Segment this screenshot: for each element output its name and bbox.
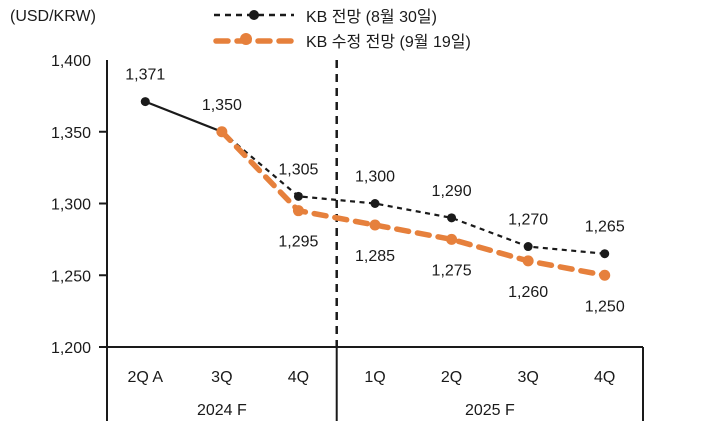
series-kb-forecast-actual-segment bbox=[144, 100, 223, 133]
series-kb-revised-forecast-point bbox=[369, 219, 381, 231]
data-label-kb-revised: 1,285 bbox=[355, 248, 395, 265]
series-kb-forecast-point bbox=[293, 191, 303, 201]
series-kb-forecast-point bbox=[370, 199, 380, 208]
legend-item: KB 수정 전망 (9월 19일) bbox=[212, 29, 471, 51]
x-axis-category-label: 2Q bbox=[441, 369, 462, 386]
x-axis-category-label: 4Q bbox=[594, 369, 615, 386]
data-label-kb-revised: 1,260 bbox=[508, 284, 548, 301]
series-kb-revised-forecast-point bbox=[292, 205, 304, 217]
y-axis-tick-label: 1,350 bbox=[51, 125, 91, 142]
series-kb-revised-forecast-point bbox=[522, 255, 534, 267]
series-kb-forecast-point bbox=[523, 242, 533, 252]
data-label-kb-revised: 1,250 bbox=[585, 298, 625, 315]
y-axis-tick-label: 1,200 bbox=[51, 340, 91, 357]
series-kb-revised-forecast-point bbox=[446, 233, 458, 245]
series-kb-revised-forecast-point bbox=[216, 126, 228, 138]
series-kb-forecast-point bbox=[140, 97, 150, 107]
x-axis-category-label: 2Q A bbox=[127, 369, 163, 386]
data-label-kb-forecast: 1,305 bbox=[278, 161, 318, 178]
series-kb-forecast-point bbox=[447, 213, 457, 223]
series-kb-revised-forecast-line bbox=[219, 129, 608, 278]
y-axis-tick-label: 1,250 bbox=[51, 268, 91, 285]
chart-title: (USD/KRW) bbox=[10, 8, 96, 25]
x-axis-group-label: 2025 F bbox=[465, 402, 515, 419]
legend-swatch-kb-forecast bbox=[214, 10, 294, 20]
x-axis-category-label: 3Q bbox=[517, 369, 538, 386]
legend-swatch-kb-revised-forecast bbox=[213, 33, 295, 45]
y-axis-tick-label: 1,300 bbox=[51, 197, 91, 214]
data-label-kb-revised: 1,275 bbox=[432, 262, 472, 279]
series-kb-revised-forecast-point bbox=[599, 269, 611, 281]
legend-label: KB 수정 전망 (9월 19일) bbox=[306, 34, 471, 51]
legend-label: KB 전망 (8월 30일) bbox=[306, 9, 437, 26]
x-axis-category-label: 3Q bbox=[211, 369, 232, 386]
data-label-kb-forecast: 1,290 bbox=[432, 183, 472, 200]
data-label-kb-revised: 1,295 bbox=[278, 234, 318, 251]
data-label-kb-forecast: 1,265 bbox=[585, 219, 625, 236]
x-axis-category-label: 4Q bbox=[288, 369, 309, 386]
data-label-kb-forecast: 1,300 bbox=[355, 169, 395, 186]
data-label-kb-forecast: 1,350 bbox=[202, 97, 242, 114]
x-axis-group-label: 2024 F bbox=[197, 402, 247, 419]
y-axis-tick-label: 1,400 bbox=[51, 53, 91, 70]
chart-legend: KB 전망 (8월 30일) KB 수정 전망 (9월 19일) bbox=[212, 4, 471, 51]
data-label-kb-forecast: 1,270 bbox=[508, 212, 548, 229]
series-kb-forecast-point bbox=[600, 249, 610, 259]
legend-item: KB 전망 (8월 30일) bbox=[212, 4, 471, 26]
x-axis-category-label: 1Q bbox=[364, 369, 385, 386]
data-label-kb-forecast: 1,371 bbox=[125, 67, 165, 84]
